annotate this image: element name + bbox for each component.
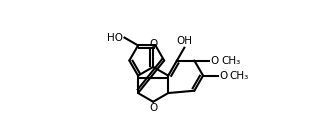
Text: O: O [149, 39, 157, 49]
Text: O: O [149, 103, 157, 112]
Text: O: O [219, 71, 228, 81]
Text: CH₃: CH₃ [230, 71, 249, 81]
Text: O: O [211, 55, 219, 66]
Text: OH: OH [176, 36, 192, 46]
Text: HO: HO [107, 33, 123, 43]
Text: CH₃: CH₃ [221, 55, 240, 66]
